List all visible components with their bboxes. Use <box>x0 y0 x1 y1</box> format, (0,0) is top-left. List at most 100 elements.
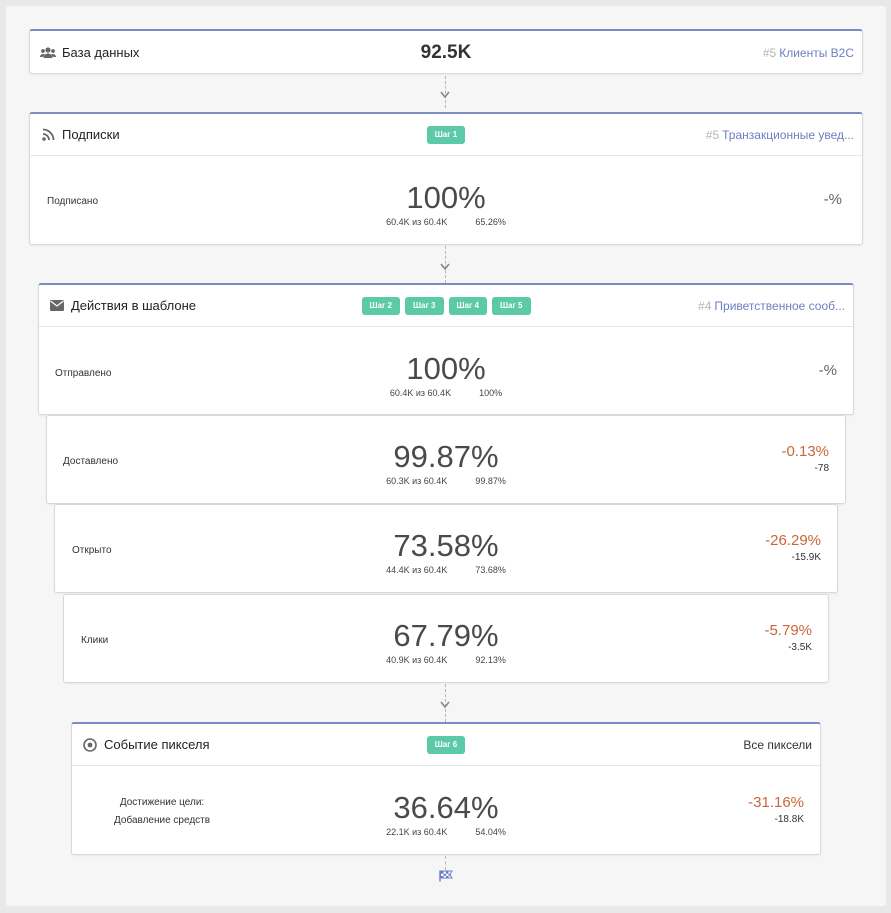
database-card: База данных 92.5K #5 Клиенты B2C <box>29 29 863 74</box>
metric-delta-abs: -3.5K <box>788 642 812 653</box>
chevron-down-icon <box>440 263 450 271</box>
metric-row-sent: Отправлено 100% 60.4K из 60.4K 100% -% <box>39 329 853 415</box>
metric-delta-wrap: -26.29% -15.9K <box>765 532 821 563</box>
goal-name: Добавление средств <box>114 815 211 826</box>
database-header: База данных 92.5K #5 Клиенты B2C <box>30 31 862 74</box>
metric-center: 36.64% 22.1K из 60.4K 54.04% <box>72 792 820 837</box>
metric-delta-wrap: -% <box>819 362 837 379</box>
metric-card-opened: Открыто 73.58% 44.4K из 60.4K 73.68% -26… <box>54 504 838 593</box>
subscriptions-steps: Шаг 1 <box>30 114 862 155</box>
funnel-canvas: База данных 92.5K #5 Клиенты B2C <box>6 6 886 906</box>
metric-rate: 65.26% <box>475 217 506 227</box>
metric-rate: 99.87% <box>475 476 506 486</box>
metric-row-subscribed: Подписано 100% 60.4K из 60.4K 65.26% -% <box>30 158 862 245</box>
rss-icon <box>40 127 56 143</box>
connector-1 <box>445 76 446 108</box>
step-badge[interactable]: Шаг 3 <box>405 296 444 315</box>
subscriptions-header: Подписки Шаг 1 #5 Транзакционные увед... <box>30 114 862 156</box>
users-icon <box>40 45 56 61</box>
segment-name[interactable]: Клиенты B2C <box>779 45 854 60</box>
metric-percent: 100% <box>406 180 486 215</box>
connector-3 <box>445 684 446 722</box>
envelope-icon <box>49 298 65 314</box>
subscriptions-link-name[interactable]: Транзакционные увед... <box>722 127 854 142</box>
metric-delta: -% <box>823 191 842 208</box>
step-badge[interactable]: Шаг 4 <box>448 296 487 315</box>
connector-4 <box>445 856 446 870</box>
template-title: Действия в шаблоне <box>49 285 196 326</box>
metric-center: 67.79% 40.9K из 60.4K 92.13% <box>64 620 828 665</box>
metric-center: 100% 60.4K из 60.4K 100% <box>39 353 853 398</box>
database-title: База данных <box>40 31 139 74</box>
pixel-title: Событие пикселя <box>82 724 210 765</box>
metric-delta-wrap: -5.79% -3.5K <box>764 622 812 653</box>
metric-percent: 100% <box>406 351 486 386</box>
metric-count: 60.4K из 60.4K <box>386 217 448 227</box>
metric-label: Открыто <box>72 545 112 556</box>
metric-rate: 54.04% <box>475 827 506 837</box>
metric-delta-wrap: -% <box>824 191 842 208</box>
metric-delta: -5.79% <box>764 622 812 639</box>
pixel-scope-label[interactable]: Все пиксели <box>743 737 812 752</box>
step-badge[interactable]: Шаг 5 <box>492 296 531 315</box>
metric-delta-wrap: -0.13% -78 <box>781 443 829 474</box>
finish-flag-icon <box>439 870 453 882</box>
template-title-label: Действия в шаблоне <box>71 298 196 313</box>
chevron-down-icon <box>440 701 450 709</box>
template-steps: Шаг 2 Шаг 3 Шаг 4 Шаг 5 <box>39 285 853 326</box>
template-card: Действия в шаблоне Шаг 2 Шаг 3 Шаг 4 Шаг… <box>38 283 854 415</box>
pixel-steps: Шаг 6 <box>72 724 820 765</box>
metric-card-delivered: Доставлено 99.87% 60.3K из 60.4K 99.87% … <box>46 415 846 504</box>
metric-label: Отправлено <box>55 368 112 379</box>
metric-delta: -% <box>818 362 837 379</box>
template-link-num: #4 <box>698 298 712 313</box>
metric-delta-wrap: -31.16% -18.8K <box>748 794 804 825</box>
subscriptions-link-num: #5 <box>705 127 720 142</box>
step-badge[interactable]: Шаг 6 <box>426 735 466 754</box>
target-icon <box>82 737 98 753</box>
metric-rate: 73.68% <box>475 565 506 575</box>
database-count-wrap: 92.5K <box>30 31 862 74</box>
pixel-scope[interactable]: Все пиксели <box>743 724 812 765</box>
metric-label: Доставлено <box>63 456 119 467</box>
step-badge[interactable]: Шаг 2 <box>361 296 400 315</box>
metric-center: 99.87% 60.3K из 60.4K 99.87% <box>47 441 845 486</box>
metric-delta: -31.16% <box>748 794 804 811</box>
chevron-down-icon <box>440 91 450 99</box>
subscriptions-card: Подписки Шаг 1 #5 Транзакционные увед...… <box>29 112 863 245</box>
metric-center: 100% 60.4K из 60.4K 65.26% <box>30 182 862 227</box>
segment-link[interactable]: #5 Клиенты B2C <box>763 31 854 74</box>
metric-count: 40.9K из 60.4K <box>386 655 448 665</box>
metric-center: 73.58% 44.4K из 60.4K 73.68% <box>55 530 837 575</box>
metric-count: 60.3K из 60.4K <box>386 476 448 486</box>
subscriptions-title-label: Подписки <box>62 127 120 142</box>
metric-card-clicks: Клики 67.79% 40.9K из 60.4K 92.13% -5.79… <box>63 594 829 683</box>
metric-delta-abs: -15.9K <box>791 552 821 563</box>
metric-delta-abs: -78 <box>814 463 829 474</box>
metric-delta: -0.13% <box>781 443 829 460</box>
metric-rate: 100% <box>479 388 503 398</box>
metric-label: Клики <box>81 635 109 646</box>
metric-delta: -26.29% <box>765 532 821 549</box>
metric-count: 44.4K из 60.4K <box>386 565 448 575</box>
pixel-title-label: Событие пикселя <box>104 737 210 752</box>
metric-percent: 36.64% <box>393 790 499 825</box>
metric-label: Подписано <box>47 196 99 207</box>
metric-count: 60.4K из 60.4K <box>389 388 452 398</box>
template-link[interactable]: #4 Приветственное сооб... <box>698 285 845 326</box>
pixel-card: Событие пикселя Шаг 6 Все пиксели Достиж… <box>71 722 821 855</box>
metric-delta-abs: -18.8K <box>774 814 804 825</box>
metric-percent: 67.79% <box>393 618 499 653</box>
metric-count: 22.1K из 60.4K <box>386 827 448 837</box>
metric-row-goal: Достижение цели: Добавление средств 36.6… <box>72 768 820 855</box>
database-title-label: База данных <box>62 45 140 60</box>
segment-num: #5 <box>762 45 777 60</box>
pixel-header: Событие пикселя Шаг 6 Все пиксели <box>72 724 820 766</box>
metric-percent: 99.87% <box>393 439 499 474</box>
subscriptions-link[interactable]: #5 Транзакционные увед... <box>706 114 854 155</box>
step-badge[interactable]: Шаг 1 <box>426 125 466 144</box>
metric-rate: 92.13% <box>475 655 506 665</box>
goal-label: Достижение цели: <box>119 797 205 808</box>
database-count: 92.5K <box>420 41 472 63</box>
template-link-name[interactable]: Приветственное сооб... <box>714 298 845 313</box>
